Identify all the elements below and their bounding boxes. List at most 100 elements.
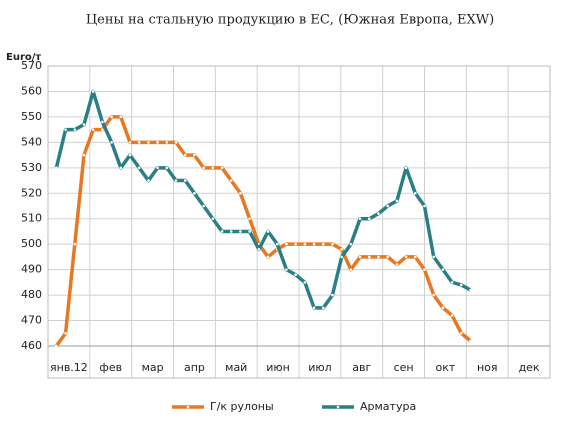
point [64,331,67,335]
point [55,166,58,170]
point [147,179,150,182]
point [101,120,104,124]
point [285,268,288,271]
point [460,283,463,287]
point [174,141,178,144]
y-tick-label: 480 [21,288,42,301]
point [257,247,261,251]
point [349,242,353,246]
point [413,255,417,259]
y-tick-label: 560 [21,84,42,97]
point [239,230,242,233]
legend-label: Арматура [360,400,416,413]
point [220,166,224,170]
point [294,273,297,277]
point [266,230,270,233]
point [156,166,159,170]
x-tick-label: дек [519,361,540,374]
y-axis-label: Euro/т [6,52,41,63]
point [349,268,353,271]
point [460,331,463,335]
point [147,141,150,144]
point [432,255,436,259]
point [395,263,399,266]
point [312,306,316,310]
y-tick-label: 530 [21,161,42,174]
y-tick-label: 520 [21,186,42,199]
x-tick-label: мар [142,361,164,374]
point [413,191,417,195]
x-tick-label: июн [266,361,290,374]
point [73,128,77,131]
point [450,281,454,284]
point [377,212,380,215]
point [248,230,251,233]
plot-border [47,65,551,379]
point [229,230,233,233]
point [367,255,371,259]
point [183,153,187,157]
point [91,128,95,131]
point [321,242,325,246]
point [239,191,242,195]
point [469,288,472,292]
point [358,217,362,221]
point [82,123,86,126]
series-line [54,115,472,348]
point [395,199,399,203]
point [386,255,389,259]
y-tick-label: 500 [21,237,42,250]
point [340,255,343,259]
point [119,166,123,170]
point [340,247,343,251]
x-tick-label: авг [352,361,371,374]
series-line [54,89,472,310]
point [294,242,297,246]
x-tick-label: янв.12 [50,361,88,374]
point [183,179,187,182]
y-tick-label: 460 [21,339,42,352]
point [64,128,67,131]
point [91,90,95,93]
x-tick-label: апр [184,361,205,374]
point [202,204,205,208]
point [275,242,279,246]
y-tick-label: 490 [21,263,42,276]
point [110,141,113,144]
point [248,217,251,221]
point [377,255,380,259]
point [128,141,132,144]
point [202,166,205,170]
point [137,141,141,144]
legend-dot [186,405,190,409]
point [441,268,445,271]
point [266,255,270,259]
y-tick-label: 470 [21,314,42,327]
point [128,153,132,157]
y-tick-label: 550 [21,110,42,123]
point [119,115,123,119]
point [174,179,178,182]
point [229,179,233,182]
point [82,153,86,157]
point [331,242,334,246]
x-tick-label: май [225,361,247,374]
x-tick-label: сен [394,361,414,374]
point [404,255,408,259]
point [423,204,426,208]
y-tick-label: 570 [21,59,42,72]
point [450,314,454,317]
point [367,217,371,221]
point [404,166,408,170]
point [303,281,307,284]
point [358,255,362,259]
point [211,217,215,221]
x-tick-label: фев [99,361,122,374]
point [220,230,224,233]
point [432,293,436,297]
point [331,293,334,297]
point [386,204,389,208]
point [110,115,113,119]
point [469,339,472,343]
